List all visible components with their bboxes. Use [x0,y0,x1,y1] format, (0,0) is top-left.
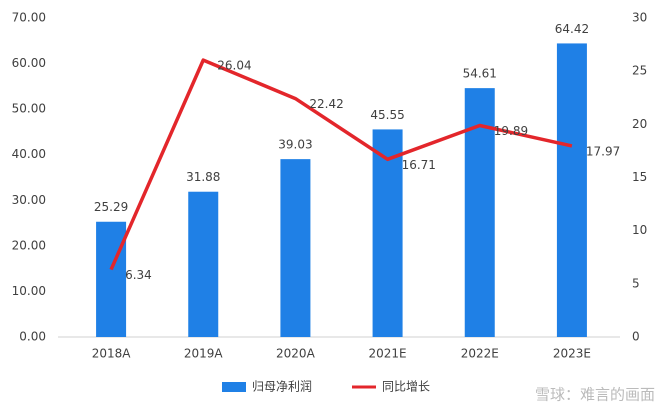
bar [372,129,403,337]
x-tick-label: 2020A [276,347,316,361]
y-tick-label: 20.00 [12,238,46,252]
y2-tick-label: 10 [632,223,647,237]
line-label: 26.04 [217,59,251,73]
bar [96,221,127,337]
x-tick-label: 2019A [184,347,224,361]
bar [556,43,587,337]
line-label: 22.42 [309,97,343,111]
bar [280,159,311,337]
bar-label: 25.29 [94,200,128,214]
line-label: 6.34 [125,268,152,282]
x-tick-label: 2022E [461,347,499,361]
bar-label: 54.61 [463,67,497,81]
y-tick-label: 70.00 [12,11,46,25]
legend-label: 同比增长 [382,380,430,394]
y2-tick-label: 5 [632,276,640,290]
y2-tick-label: 30 [632,11,647,25]
line-label: 16.71 [402,158,436,172]
y-tick-label: 40.00 [12,147,46,161]
bar-label: 31.88 [186,170,220,184]
line-label: 19.89 [494,124,528,138]
legend-label: 归母净利润 [252,380,312,394]
x-tick-label: 2023E [553,347,591,361]
y-tick-label: 30.00 [12,193,46,207]
line-label: 17.97 [586,144,620,158]
y2-tick-label: 15 [632,170,647,184]
legend-swatch [222,382,246,392]
line [109,58,573,271]
y-tick-label: 10.00 [12,284,46,298]
x-tick-label: 2021E [369,347,407,361]
watermark: 雪球：难言的画面 [535,386,655,404]
y2-tick-label: 0 [632,330,640,344]
x-tick-label: 2018A [92,347,132,361]
bar-label: 39.03 [278,138,312,152]
bar-label: 64.42 [555,22,589,36]
y-tick-label: 60.00 [12,56,46,70]
bar-label: 45.55 [370,108,404,122]
y-tick-label: 0.00 [19,330,46,344]
bar [188,191,219,337]
y2-tick-label: 20 [632,117,647,131]
y-tick-label: 50.00 [12,102,46,116]
y2-tick-label: 25 [632,64,647,78]
